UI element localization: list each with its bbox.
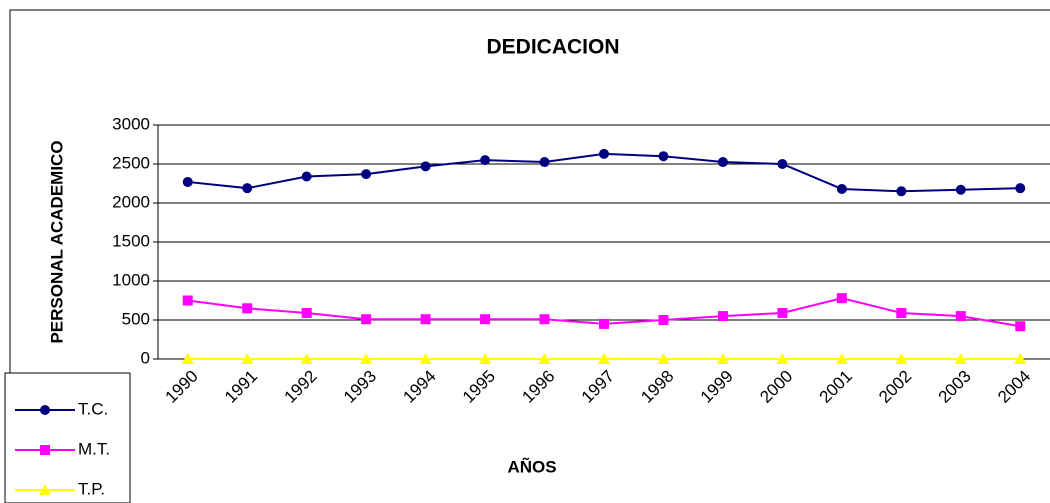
data-point bbox=[657, 353, 670, 364]
legend-label: T.C. bbox=[78, 399, 108, 418]
data-point bbox=[301, 307, 312, 318]
data-point bbox=[182, 295, 193, 306]
x-tick-label: 1999 bbox=[697, 367, 737, 407]
data-point bbox=[716, 353, 729, 364]
data-point bbox=[182, 176, 193, 187]
data-point bbox=[1014, 353, 1027, 364]
y-tick-label: 500 bbox=[122, 309, 150, 328]
legend-marker bbox=[39, 484, 51, 495]
x-tick-label: 2004 bbox=[994, 367, 1034, 407]
y-tick-label: 1500 bbox=[112, 231, 150, 250]
x-tick-label: 1996 bbox=[518, 367, 558, 407]
x-tick-label: 1995 bbox=[459, 367, 499, 407]
data-point bbox=[360, 353, 373, 364]
x-tick-label: 2001 bbox=[816, 367, 856, 407]
legend bbox=[4, 372, 131, 503]
data-point bbox=[539, 314, 550, 325]
x-tick-label: 1997 bbox=[578, 367, 618, 407]
y-tick-label: 2500 bbox=[112, 153, 150, 172]
data-point bbox=[599, 318, 609, 329]
data-point bbox=[895, 353, 908, 364]
legend-label: M.T. bbox=[78, 439, 110, 458]
data-point bbox=[538, 353, 551, 364]
data-point bbox=[955, 184, 966, 195]
data-point bbox=[242, 303, 253, 314]
x-tick-label: 1993 bbox=[340, 367, 380, 407]
data-point bbox=[835, 353, 848, 364]
data-point bbox=[539, 157, 550, 168]
data-point bbox=[836, 293, 847, 304]
x-tick-label: 2002 bbox=[875, 367, 915, 407]
x-tick-label: 1994 bbox=[399, 367, 439, 407]
data-point bbox=[361, 169, 372, 180]
x-tick-label: 1991 bbox=[221, 367, 261, 407]
data-point bbox=[300, 353, 313, 364]
data-point bbox=[598, 353, 610, 364]
y-tick-label: 1000 bbox=[112, 270, 150, 289]
data-point bbox=[836, 183, 847, 194]
data-point bbox=[717, 157, 728, 168]
y-tick-label: 2000 bbox=[112, 192, 150, 211]
x-tick-label: 2000 bbox=[756, 367, 796, 407]
data-point bbox=[1015, 321, 1026, 332]
data-point bbox=[419, 353, 432, 364]
data-point bbox=[955, 311, 966, 322]
y-tick-label: 0 bbox=[141, 348, 150, 367]
data-point bbox=[777, 307, 788, 318]
data-point bbox=[717, 311, 728, 322]
data-point bbox=[479, 353, 492, 364]
data-point bbox=[241, 353, 254, 364]
data-point bbox=[301, 171, 312, 182]
data-point bbox=[658, 151, 669, 162]
data-point bbox=[954, 353, 967, 364]
legend-marker bbox=[40, 445, 50, 455]
data-point bbox=[361, 314, 372, 325]
chart-title: DEDICACION bbox=[486, 36, 619, 59]
data-point bbox=[420, 161, 431, 172]
data-point bbox=[599, 148, 609, 159]
x-tick-label: 1998 bbox=[637, 367, 677, 407]
legend-label: T.P. bbox=[78, 479, 105, 498]
data-point bbox=[181, 353, 194, 364]
data-point bbox=[420, 314, 431, 325]
data-point bbox=[242, 183, 253, 194]
series-line bbox=[187, 152, 1021, 193]
x-tick-label: 1990 bbox=[162, 367, 202, 407]
y-tick-label: 3000 bbox=[112, 114, 150, 133]
data-point bbox=[896, 186, 907, 197]
x-tick-label: 1992 bbox=[280, 367, 320, 407]
data-point bbox=[1015, 183, 1026, 194]
data-point bbox=[776, 353, 789, 364]
data-point bbox=[896, 307, 907, 318]
data-point bbox=[480, 314, 491, 325]
y-axis-label: PERSONAL ACADEMICO bbox=[47, 140, 66, 343]
legend-marker bbox=[40, 405, 50, 415]
chart-border bbox=[9, 9, 1050, 503]
data-point bbox=[658, 315, 669, 325]
data-point bbox=[480, 155, 491, 166]
x-tick-label: 2003 bbox=[935, 367, 975, 407]
data-point bbox=[777, 159, 788, 169]
x-axis-label: AÑOS bbox=[507, 456, 556, 476]
